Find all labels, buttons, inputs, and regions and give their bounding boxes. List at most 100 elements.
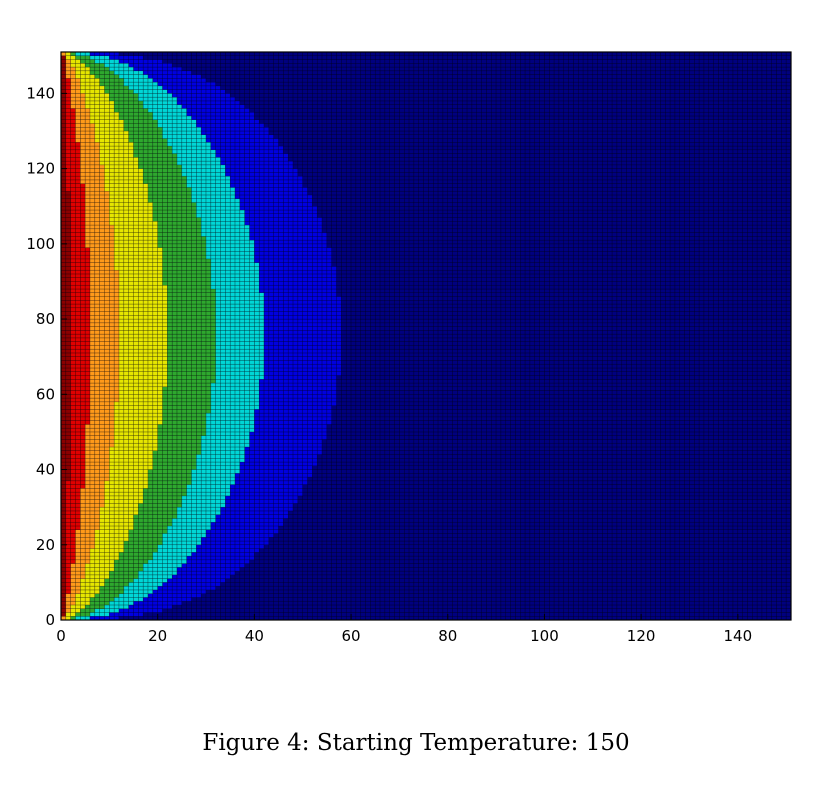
heatmap-cell bbox=[303, 597, 308, 601]
heatmap-cell bbox=[76, 582, 81, 586]
heatmap-cell bbox=[660, 612, 665, 616]
heatmap-cell bbox=[738, 594, 743, 598]
heatmap-cell bbox=[303, 612, 308, 616]
heatmap-cell bbox=[680, 601, 685, 605]
heatmap-cell bbox=[448, 609, 453, 613]
heatmap-cell bbox=[167, 579, 172, 583]
heatmap-cell bbox=[370, 609, 375, 613]
heatmap-cell bbox=[337, 590, 342, 594]
heatmap-cell bbox=[337, 571, 342, 575]
heatmap-cell bbox=[694, 582, 699, 586]
heatmap-cell bbox=[71, 601, 76, 605]
heatmap-cell bbox=[767, 605, 772, 609]
heatmap-cell bbox=[757, 575, 762, 579]
heatmap-cell bbox=[370, 579, 375, 583]
heatmap-cell bbox=[602, 590, 607, 594]
heatmap-cell bbox=[511, 609, 516, 613]
heatmap-cell bbox=[564, 605, 569, 609]
heatmap-cell bbox=[501, 605, 506, 609]
heatmap-cell bbox=[288, 605, 293, 609]
heatmap-cell bbox=[540, 612, 545, 616]
heatmap-cell bbox=[786, 612, 791, 616]
heatmap-cell bbox=[279, 609, 284, 613]
heatmap-cell bbox=[738, 601, 743, 605]
heatmap-cell bbox=[341, 597, 346, 601]
heatmap-cell bbox=[641, 609, 646, 613]
heatmap-cell bbox=[419, 586, 424, 590]
heatmap-cell bbox=[506, 590, 511, 594]
heatmap-cell bbox=[709, 605, 714, 609]
heatmap-cell bbox=[370, 612, 375, 616]
heatmap-cell bbox=[250, 612, 255, 616]
heatmap-cell bbox=[375, 612, 380, 616]
heatmap-cell bbox=[453, 594, 458, 598]
heatmap-cell bbox=[704, 601, 709, 605]
heatmap-cell bbox=[109, 579, 114, 583]
heatmap-cell bbox=[375, 571, 380, 575]
heatmap-cell bbox=[781, 601, 786, 605]
heatmap-cell bbox=[317, 594, 322, 598]
heatmap-cell bbox=[76, 571, 81, 575]
heatmap-cell bbox=[221, 597, 226, 601]
heatmap-cell bbox=[385, 590, 390, 594]
heatmap-cell bbox=[593, 575, 598, 579]
heatmap-cell bbox=[293, 571, 298, 575]
heatmap-cell bbox=[375, 582, 380, 586]
heatmap-cell bbox=[274, 612, 279, 616]
heatmap-cell bbox=[71, 597, 76, 601]
heatmap-cell bbox=[66, 609, 71, 613]
heatmap-cell bbox=[148, 590, 153, 594]
heatmap-cell bbox=[641, 579, 646, 583]
heatmap-cell bbox=[124, 609, 129, 613]
heatmap-cell bbox=[327, 601, 332, 605]
heatmap-cell bbox=[709, 594, 714, 598]
heatmap-cell bbox=[201, 605, 206, 609]
heatmap-cell bbox=[134, 609, 139, 613]
heatmap-cell bbox=[317, 579, 322, 583]
heatmap-cell bbox=[718, 601, 723, 605]
heatmap-cell bbox=[602, 579, 607, 583]
heatmap-cell bbox=[467, 605, 472, 609]
heatmap-cell bbox=[622, 590, 627, 594]
heatmap-cell bbox=[206, 579, 211, 583]
heatmap-cell bbox=[496, 575, 501, 579]
heatmap-cell bbox=[312, 571, 317, 575]
heatmap-cell bbox=[390, 571, 395, 575]
heatmap-cell bbox=[506, 579, 511, 583]
heatmap-cell bbox=[554, 612, 559, 616]
heatmap-cell bbox=[356, 605, 361, 609]
heatmap-cell bbox=[636, 579, 641, 583]
heatmap-cell bbox=[337, 575, 342, 579]
heatmap-cell bbox=[593, 612, 598, 616]
heatmap-cell bbox=[375, 594, 380, 598]
heatmap-cell bbox=[627, 590, 632, 594]
heatmap-cell bbox=[341, 579, 346, 583]
heatmap-cell bbox=[327, 612, 332, 616]
heatmap-cell bbox=[250, 594, 255, 598]
heatmap-cell bbox=[332, 579, 337, 583]
heatmap-cell bbox=[477, 582, 482, 586]
heatmap-cell bbox=[240, 605, 245, 609]
heatmap-cell bbox=[361, 594, 366, 598]
heatmap-cell bbox=[216, 597, 221, 601]
heatmap-cell bbox=[549, 597, 554, 601]
heatmap-cell bbox=[457, 594, 462, 598]
heatmap-cell bbox=[443, 609, 448, 613]
heatmap-cell bbox=[61, 582, 66, 586]
heatmap-cell bbox=[138, 575, 143, 579]
heatmap-cell bbox=[298, 582, 303, 586]
heatmap-cell bbox=[569, 575, 574, 579]
heatmap-cell bbox=[752, 586, 757, 590]
heatmap-cell bbox=[554, 582, 559, 586]
heatmap-cell bbox=[665, 601, 670, 605]
heatmap-cell bbox=[341, 605, 346, 609]
heatmap-cell bbox=[540, 575, 545, 579]
heatmap-cell bbox=[361, 575, 366, 579]
heatmap-cell bbox=[631, 575, 636, 579]
heatmap-cell bbox=[259, 582, 264, 586]
heatmap-cell bbox=[279, 590, 284, 594]
heatmap-cell bbox=[646, 586, 651, 590]
heatmap-cell bbox=[414, 597, 419, 601]
heatmap-cell bbox=[308, 575, 313, 579]
heatmap-cell bbox=[482, 571, 487, 575]
